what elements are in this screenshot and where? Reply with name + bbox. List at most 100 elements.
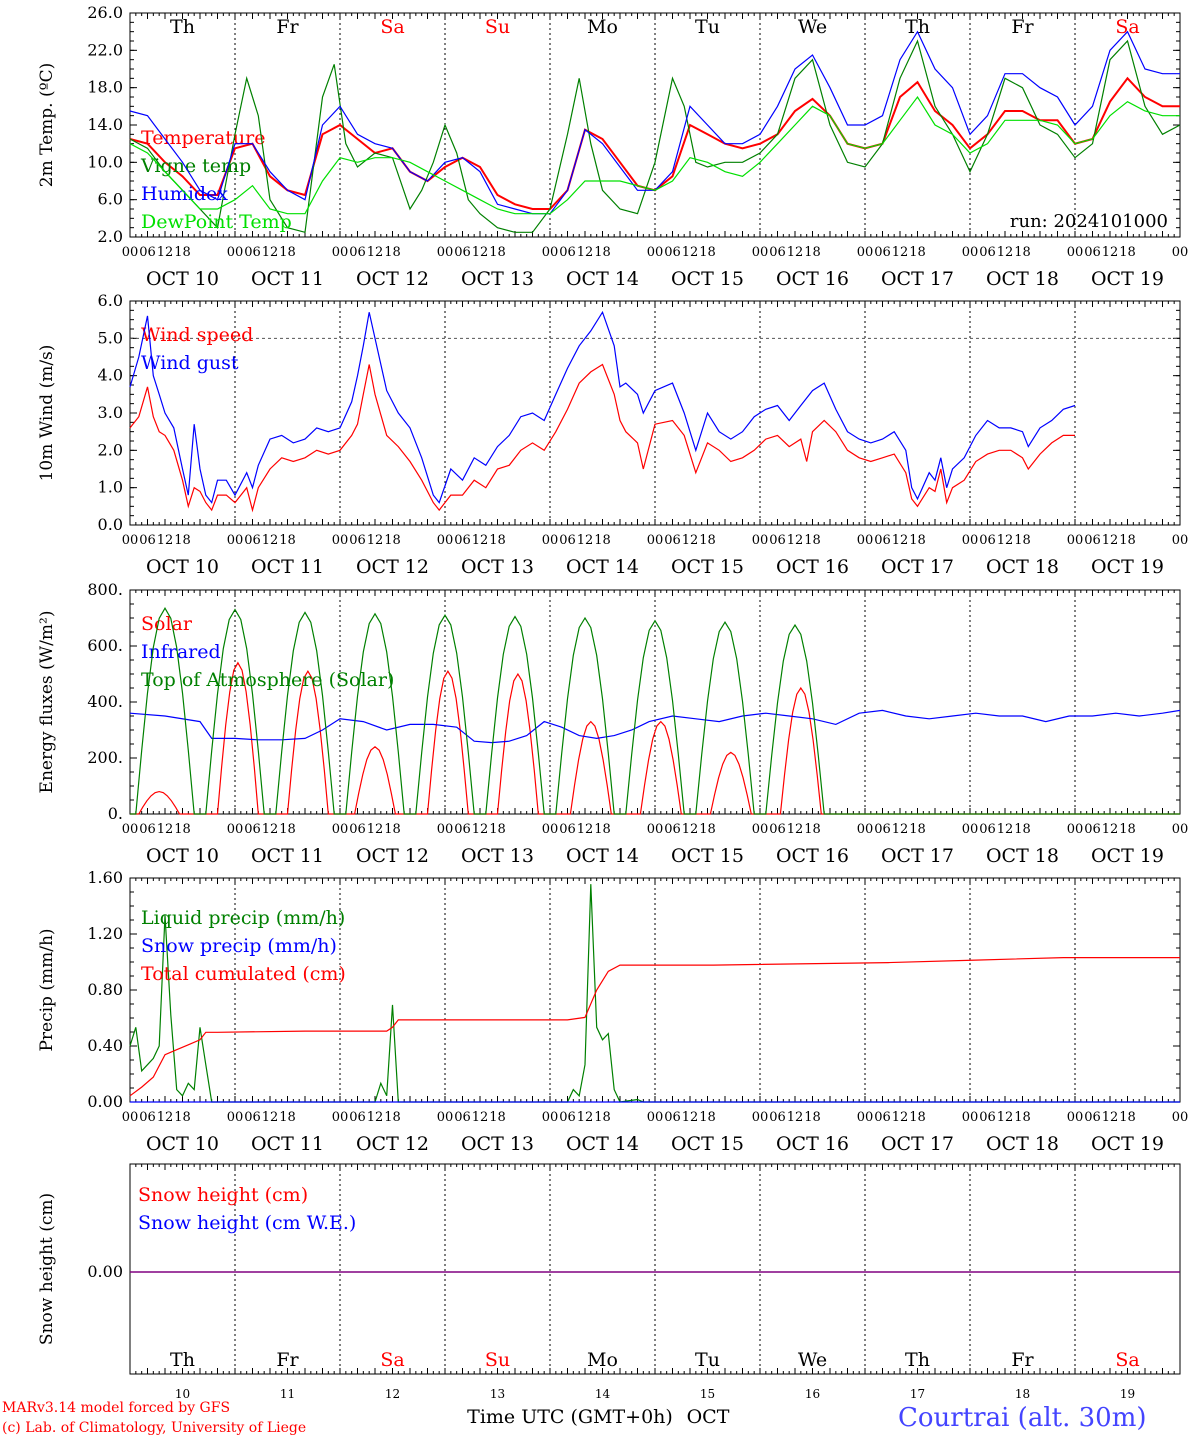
x-hour-label: 18 (279, 822, 296, 837)
y-tick-label: 800. (87, 580, 123, 599)
x-hour-label: 00 (437, 822, 454, 837)
x-hour-label: 06 (559, 1110, 576, 1125)
x-hour-label: 18 (804, 822, 821, 837)
y-tick-label: 2.0 (98, 440, 123, 459)
legend-entry: Humidex (141, 183, 228, 205)
y-tick-label: 400. (87, 692, 123, 711)
legend-entry: Solar (141, 613, 193, 635)
x-hour-label: 00 (1172, 822, 1189, 837)
weekday-label: We (798, 16, 827, 38)
x-hour-label: 06 (1084, 245, 1101, 260)
y-tick-label: 10.0 (87, 152, 123, 171)
x-hour-label: 12 (1102, 1110, 1119, 1125)
x-hour-label: 06 (1084, 533, 1101, 548)
legend-entry: Liquid precip (mm/h) (141, 907, 345, 929)
x-date-label: OCT 11 (251, 845, 324, 867)
x-hour-label: 12 (1102, 533, 1119, 548)
legend-entry: DewPoint Temp (141, 211, 292, 233)
x-date-label: OCT 14 (566, 268, 639, 290)
x-hour-label: 18 (489, 533, 506, 548)
x-hour-label: 18 (489, 245, 506, 260)
x-hour-label: 18 (699, 245, 716, 260)
x-hour-label: 12 (1102, 822, 1119, 837)
x-hour-label: 18 (1119, 533, 1136, 548)
x-hour-label: 06 (349, 822, 366, 837)
x-hour-label: 18 (1014, 1110, 1031, 1125)
series-line (129, 310, 1076, 504)
x-hour-label: 00 (332, 533, 349, 548)
weekday-label: Fr (276, 1349, 299, 1371)
x-date-label: OCT 18 (986, 1133, 1059, 1155)
x-hour-label: 06 (1084, 822, 1101, 837)
weekday-label: Th (905, 1349, 930, 1371)
x-hour-label: 18 (489, 1110, 506, 1125)
weekday-label: Mo (587, 16, 618, 38)
x-date-label: OCT 10 (146, 845, 219, 867)
x-date-label: OCT 17 (881, 845, 954, 867)
panel-energy: 0. 200. 400. 600. 800. Energy fluxes (W/m²) So… (37, 580, 1188, 867)
x-hour-label: 06 (454, 533, 471, 548)
legend-entry: Top of Atmosphere (Solar) (141, 669, 394, 691)
x-hour-label: 18 (174, 533, 191, 548)
x-hour-label: 18 (174, 822, 191, 837)
y-tick-label: 0.0 (98, 515, 123, 534)
x-hour-label: 00 (647, 822, 664, 837)
x-hour-label: 12 (892, 245, 909, 260)
x-hour-label: 12 (577, 1110, 594, 1125)
x-hour-label: 12 (682, 1110, 699, 1125)
x-hour-label: 12 (472, 533, 489, 548)
x-hour-label: 00 (857, 1110, 874, 1125)
x-date-label: OCT 12 (356, 845, 429, 867)
x-hour-label: 12 (997, 822, 1014, 837)
x-date-label: OCT 14 (566, 845, 639, 867)
x-hour-label: 06 (769, 1110, 786, 1125)
x-hour-labels: 00 06 12 18 00 06 12 18 00 06 12 18 00 06 12 18 00 06 12 18… (122, 1110, 1189, 1125)
day-number: 17 (910, 1387, 925, 1401)
legend-entry: Snow precip (mm/h) (141, 935, 337, 957)
x-hour-label: 00 (542, 1110, 559, 1125)
x-axis-month: OCT (687, 1406, 730, 1428)
x-hour-label: 18 (1119, 822, 1136, 837)
x-hour-label: 18 (279, 245, 296, 260)
x-date-label: OCT 15 (671, 1133, 744, 1155)
footer-model-line: MARv3.14 model forced by GFS (2, 1400, 231, 1416)
x-date-label: OCT 11 (251, 268, 324, 290)
x-hour-label: 12 (367, 245, 384, 260)
x-ticks (129, 13, 1181, 237)
series-line (129, 95, 1180, 215)
x-hour-label: 18 (594, 533, 611, 548)
x-hour-label: 06 (769, 533, 786, 548)
x-hour-label: 18 (804, 1110, 821, 1125)
x-hour-label: 06 (874, 822, 891, 837)
x-ticks (129, 1164, 1181, 1374)
x-date-label: OCT 12 (356, 268, 429, 290)
x-ticks (129, 878, 1181, 1102)
series-line (129, 363, 1075, 513)
y-tick-label: 200. (87, 748, 123, 767)
day-number: 19 (1120, 1387, 1135, 1401)
x-hour-label: 12 (1102, 245, 1119, 260)
series-line (130, 606, 1180, 815)
x-hour-label: 00 (332, 822, 349, 837)
x-hour-label: 00 (857, 245, 874, 260)
x-hour-label: 00 (542, 245, 559, 260)
x-hour-label: 18 (909, 822, 926, 837)
x-hour-label: 12 (787, 245, 804, 260)
day-number: 11 (280, 1387, 295, 1401)
x-hour-label: 18 (1014, 822, 1031, 837)
x-hour-label: 00 (752, 822, 769, 837)
x-date-label: OCT 16 (776, 556, 849, 578)
x-hour-label: 00 (752, 533, 769, 548)
x-hour-label: 12 (577, 245, 594, 260)
x-date-label: OCT 16 (776, 268, 849, 290)
x-date-label: OCT 11 (251, 1133, 324, 1155)
y-tick-label: 4.0 (98, 366, 123, 385)
weekday-labels-bottom: Th Fr Sa Su Mo Tu We Th Fr Sa (170, 1349, 1140, 1371)
x-hour-label: 06 (664, 822, 681, 837)
x-hour-labels: 00 06 12 18 00 06 12 18 00 06 12 18 00 06 12 18 00 06 12 18… (122, 245, 1189, 260)
weekday-label: Tu (695, 1349, 720, 1371)
x-hour-label: 12 (262, 533, 279, 548)
x-date-label: OCT 10 (146, 1133, 219, 1155)
day-number: 15 (700, 1387, 715, 1401)
x-hour-label: 18 (384, 245, 401, 260)
